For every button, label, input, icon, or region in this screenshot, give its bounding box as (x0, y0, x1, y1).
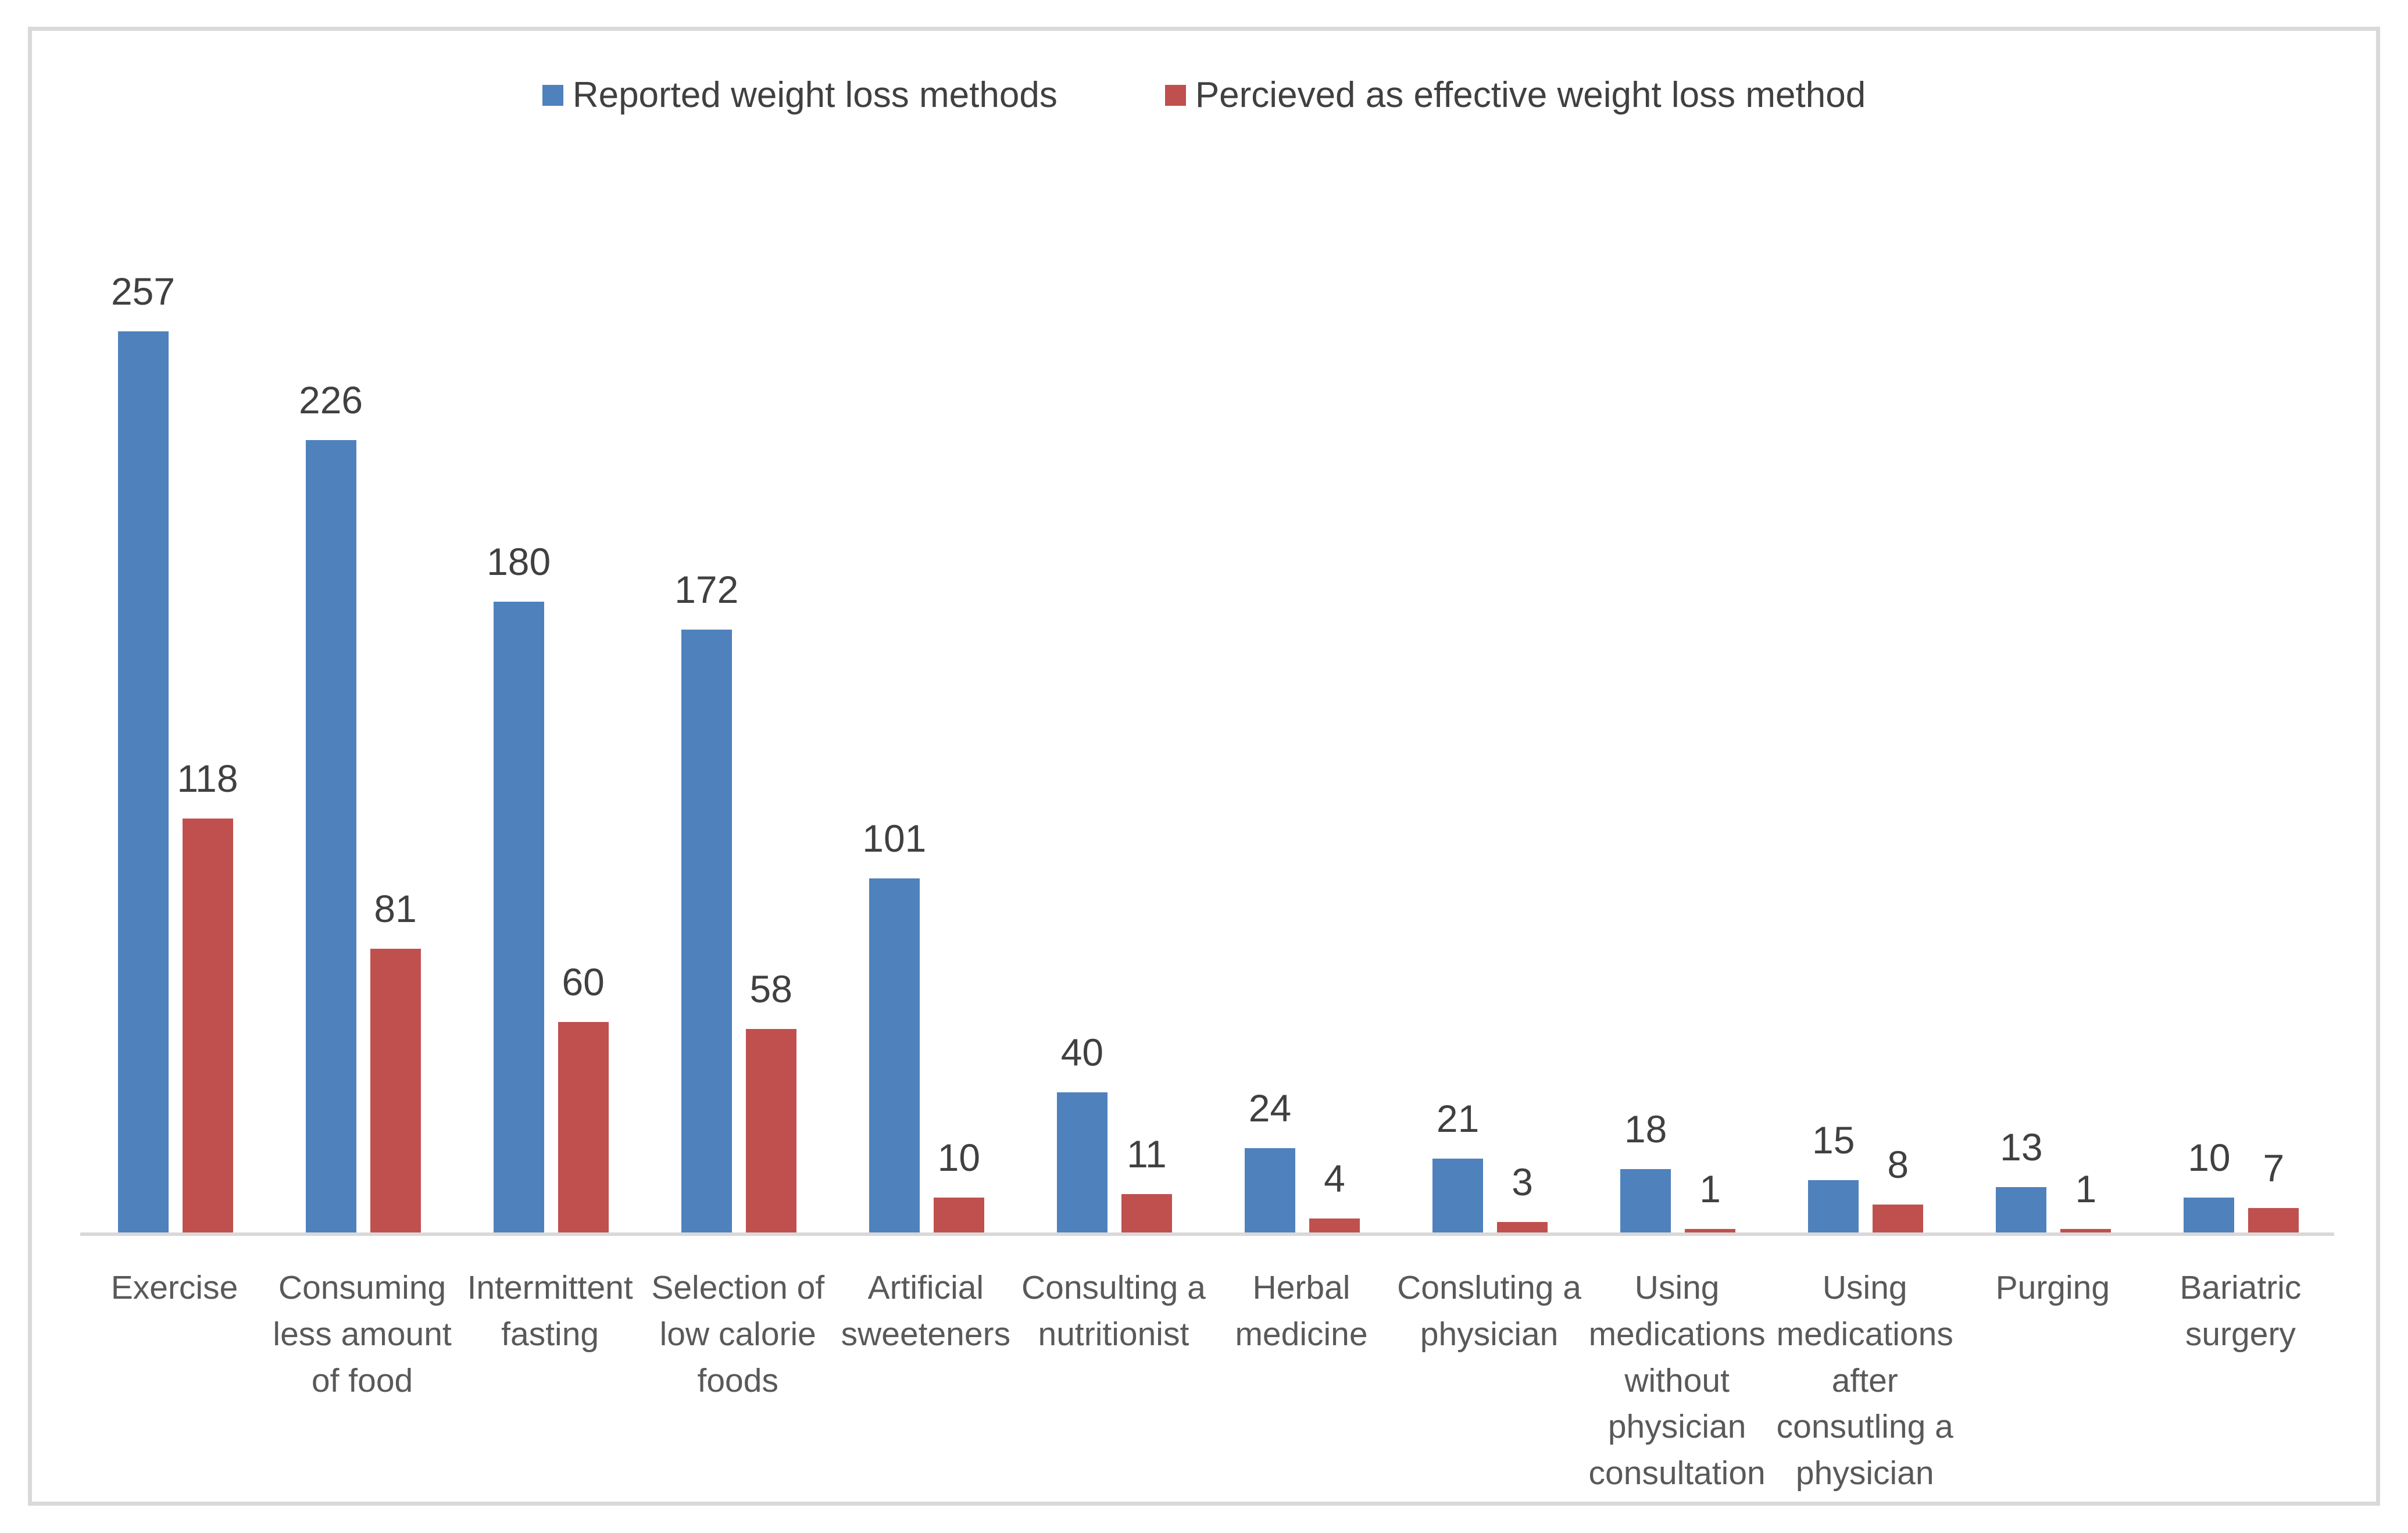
plot-area: 257 118 226 81 180 60 172 58 101 10 40 11 24 4 21 3 18 1 1… (80, 31, 2334, 1232)
category-label-exercise: Exercise (110, 1269, 238, 1306)
bar-reported-artificial-sweeteners (869, 878, 920, 1232)
bar-reported-purging (1996, 1187, 2047, 1232)
bar-group-intermittent-fasting: 180 60 (456, 31, 644, 1232)
bar-reported-exercise (117, 331, 169, 1232)
category-label-consuming-less-amount-of-food: Consuming less amount of food (273, 1269, 452, 1399)
legend-item-reported: Reported weight loss methods (542, 74, 1057, 116)
category-label-consluting-a-physician: Consluting a physician (1397, 1269, 1582, 1353)
value-label-reported-using-medications-after-consutling-a-physician: 15 (1812, 1119, 1855, 1162)
bar-reported-herbal-medicine (1245, 1148, 1295, 1232)
category-label-consulting-a-nutritionist: Consulting a nutritionist (1021, 1269, 1206, 1353)
bar-group-consluting-a-physician: 21 3 (1395, 31, 1583, 1232)
bar-group-herbal-medicine: 24 4 (1207, 31, 1395, 1232)
bar-group-exercise: 257 118 (80, 31, 268, 1232)
value-label-reported-artificial-sweeteners: 101 (862, 817, 927, 860)
bar-perceived-herbal-medicine (1309, 1218, 1360, 1232)
bar-group-purging: 13 1 (1959, 31, 2146, 1232)
legend: Reported weight loss methods Percieved a… (32, 74, 2376, 116)
bar-perceived-selection-of-low-calorie-foods (745, 1029, 796, 1232)
value-label-reported-herbal-medicine: 24 (1248, 1087, 1292, 1130)
chart-frame: Reported weight loss methods Percieved a… (28, 27, 2380, 1506)
bar-group-using-medications-after-consutling-a-physician: 15 8 (1771, 31, 1959, 1232)
value-label-reported-selection-of-low-calorie-foods: 172 (674, 568, 739, 611)
legend-label-perceived: Percieved as effective weight loss metho… (1195, 75, 1866, 115)
bar-perceived-bariatric-surgery (2248, 1208, 2299, 1232)
category-label-using-medications-without-physician-consultation: Using medications without physician cons… (1588, 1269, 1766, 1492)
bar-perceived-artificial-sweeteners (933, 1198, 984, 1232)
bar-group-consuming-less-amount-of-food: 226 81 (268, 31, 456, 1232)
bar-perceived-using-medications-after-consutling-a-physician (1873, 1205, 1924, 1232)
bar-perceived-consulting-a-nutritionist (1121, 1194, 1172, 1232)
bar-group-selection-of-low-calorie-foods: 172 58 (644, 31, 831, 1232)
bar-reported-consluting-a-physician (1432, 1159, 1484, 1232)
value-label-reported-purging: 13 (2000, 1125, 2043, 1168)
value-label-perceived-bariatric-surgery: 7 (2263, 1146, 2285, 1189)
value-label-reported-intermittent-fasting: 180 (487, 540, 551, 583)
bar-reported-consulting-a-nutritionist (1056, 1092, 1107, 1232)
bar-perceived-purging (2060, 1229, 2112, 1232)
category-label-using-medications-after-consutling-a-physician: Using medications after consutling a phy… (1776, 1269, 1953, 1492)
value-label-reported-consulting-a-nutritionist: 40 (1060, 1031, 1104, 1074)
value-label-reported-consuming-less-amount-of-food: 226 (299, 378, 363, 421)
legend-swatch-reported (542, 84, 563, 106)
category-label-herbal-medicine: Herbal medicine (1235, 1269, 1368, 1353)
value-label-reported-consluting-a-physician: 21 (1436, 1097, 1480, 1140)
bar-reported-selection-of-low-calorie-foods (681, 630, 732, 1232)
legend-item-perceived: Percieved as effective weight loss metho… (1164, 74, 1866, 116)
bar-perceived-consuming-less-amount-of-food (370, 949, 421, 1232)
bar-perceived-using-medications-without-physician-consultation (1685, 1229, 1736, 1232)
legend-label-reported: Reported weight loss methods (572, 75, 1057, 115)
bar-reported-intermittent-fasting (493, 602, 544, 1232)
category-label-bariatric-surgery: Bariatric surgery (2180, 1269, 2302, 1353)
bar-group-artificial-sweeteners: 101 10 (831, 31, 1019, 1232)
legend-swatch-perceived (1164, 84, 1186, 106)
value-label-reported-using-medications-without-physician-consultation: 18 (1624, 1107, 1667, 1150)
category-axis-labels: Exercise Consuming less amount of food Int… (80, 1265, 2334, 1498)
category-label-intermittent-fasting: Intermittent fasting (467, 1269, 633, 1353)
bar-reported-consuming-less-amount-of-food (305, 440, 356, 1232)
bar-perceived-intermittent-fasting (558, 1022, 609, 1232)
bar-perceived-exercise (182, 819, 233, 1232)
bar-group-consulting-a-nutritionist: 40 11 (1019, 31, 1207, 1232)
bar-reported-using-medications-after-consutling-a-physician (1808, 1180, 1859, 1232)
value-label-reported-bariatric-surgery: 10 (2188, 1136, 2231, 1179)
bar-reported-using-medications-without-physician-consultation (1620, 1169, 1671, 1232)
category-label-selection-of-low-calorie-foods: Selection of low calorie foods (651, 1269, 825, 1399)
x-axis-line (80, 1232, 2334, 1236)
value-label-reported-exercise: 257 (110, 270, 176, 313)
category-label-purging: Purging (1995, 1269, 2110, 1306)
bar-perceived-consluting-a-physician (1497, 1222, 1548, 1232)
bar-reported-bariatric-surgery (2184, 1198, 2235, 1232)
bar-group-bariatric-surgery: 10 7 (2146, 31, 2334, 1232)
category-label-artificial-sweeteners: Artificial sweeteners (841, 1269, 1011, 1353)
bar-group-using-medications-without-physician-consultation: 18 1 (1583, 31, 1771, 1232)
